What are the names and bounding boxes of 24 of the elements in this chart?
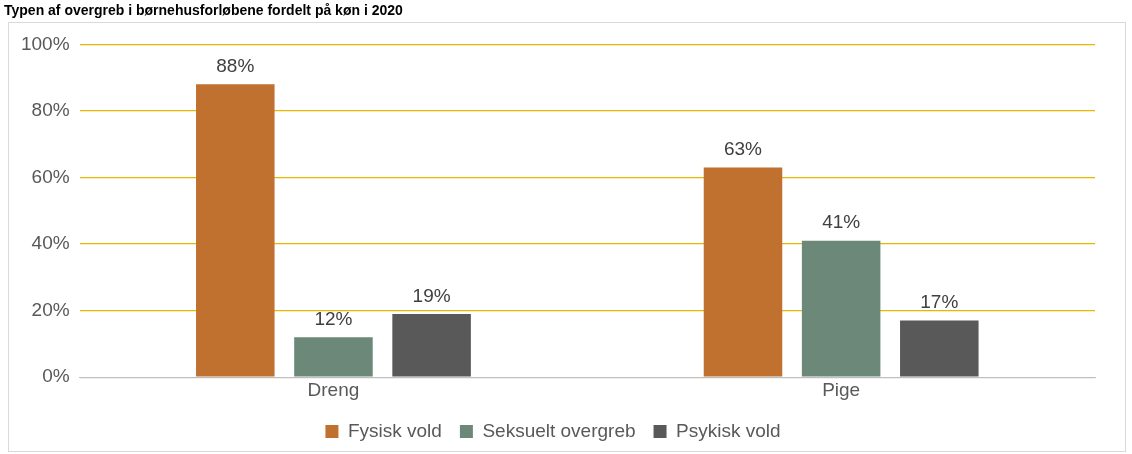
x-tick-label: Pige <box>822 378 861 400</box>
y-tick-label: 0% <box>42 365 70 387</box>
data-label: 63% <box>723 138 763 160</box>
legend-label: Seksuelt overgreb <box>482 419 636 441</box>
legend-label: Psykisk vold <box>676 419 781 441</box>
bar <box>703 167 783 377</box>
bar <box>801 240 881 377</box>
y-tick-label: 40% <box>31 232 70 254</box>
legend-label: Fysisk vold <box>347 419 442 441</box>
data-label: 88% <box>216 55 255 77</box>
data-label: 19% <box>412 284 451 306</box>
x-tick-label: Dreng <box>307 378 360 400</box>
y-tick-label: 20% <box>31 298 70 320</box>
bar <box>196 84 275 377</box>
bar <box>294 337 373 377</box>
y-tick-label: 100% <box>20 32 70 54</box>
y-tick-label: 80% <box>31 99 70 121</box>
chart-title: Typen af overgreb i børnehusforløbene fordelt på køn i 2020 <box>3 1 404 20</box>
data-label: 17% <box>920 291 959 313</box>
data-label: 12% <box>314 308 353 329</box>
data-label: 41% <box>822 211 861 233</box>
bar <box>900 320 979 377</box>
y-tick-label: 60% <box>31 165 70 187</box>
bar <box>392 313 471 377</box>
